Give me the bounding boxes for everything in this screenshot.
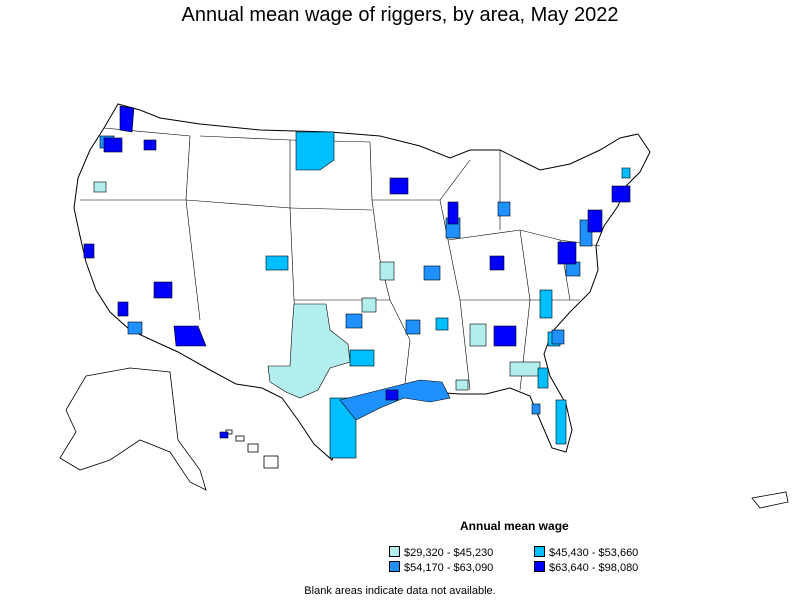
footnote: Blank areas indicate data not available. [304, 585, 496, 597]
legend-item-1: $29,320 - $45,230 [389, 546, 493, 559]
legend-label-4: $63,640 - $98,080 [549, 562, 639, 574]
state-boundaries [80, 127, 601, 393]
map-title: Annual mean wage of riggers, by area, Ma… [181, 4, 619, 26]
hawaii-honolulu-area [219, 431, 229, 439]
hawaii-outline [225, 429, 279, 469]
puerto-rico-outline [751, 491, 789, 509]
tier-4-areas [83, 105, 631, 401]
alaska-outline [59, 367, 207, 491]
tier-1-areas [93, 181, 541, 399]
legend-item-4: $63,640 - $98,080 [534, 561, 638, 574]
legend-swatch-3 [389, 561, 400, 572]
legend-label-3: $54,170 - $63,090 [404, 562, 494, 574]
legend-swatch-4 [534, 561, 545, 572]
legend-item-2: $45,430 - $53,660 [534, 546, 638, 559]
legend-label-1: $29,320 - $45,230 [404, 547, 494, 559]
legend-label-2: $45,430 - $53,660 [549, 547, 639, 559]
legend-swatch-2 [534, 546, 545, 557]
legend-item-3: $54,170 - $63,090 [389, 561, 493, 574]
legend-swatch-1 [389, 546, 400, 557]
contiguous-us-outline [73, 103, 651, 461]
legend-title: Annual mean wage [460, 519, 569, 533]
